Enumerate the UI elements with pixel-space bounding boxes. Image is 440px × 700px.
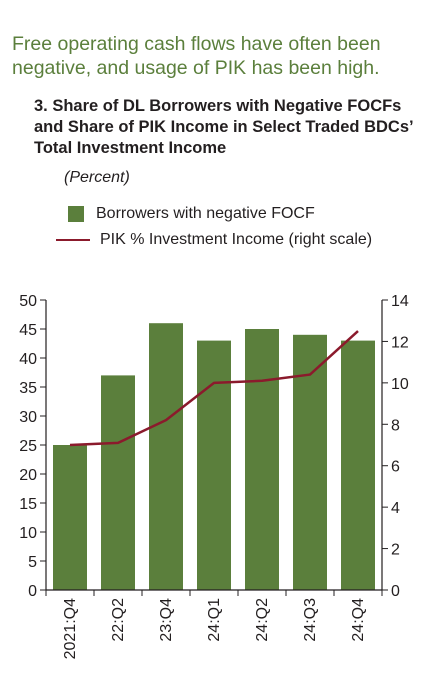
bar-1 — [101, 375, 135, 590]
bar-3 — [197, 340, 231, 590]
line-series — [69, 330, 359, 447]
x-tick-label-1: 22:Q2 — [110, 598, 127, 642]
x-axis-ticks: 2021:Q4 22:Q2 23:Q4 24:Q1 24:Q2 24:Q3 24:Q4 — [45, 590, 383, 659]
chart-title: 3. Share of DL Borrowers with Negative F… — [34, 97, 413, 157]
left-tick-label-0: 0 — [28, 583, 37, 600]
right-tick-label-3: 6 — [391, 459, 400, 476]
bar-5 — [293, 334, 327, 590]
left-axis-ticks: 0 5 10 15 20 25 30 35 40 45 50 — [19, 293, 46, 600]
left-tick-label-6: 30 — [19, 409, 37, 426]
bar-series — [53, 323, 375, 590]
legend-bar-swatch — [68, 206, 84, 222]
left-tick-label-8: 40 — [19, 351, 37, 368]
bar-0 — [53, 445, 87, 590]
x-tick-label-3: 24:Q1 — [206, 598, 223, 642]
legend-bar-label: Borrowers with negative FOCF — [96, 205, 315, 222]
left-tick-label-4: 20 — [19, 467, 37, 484]
headline: Free operating cash flows have often bee… — [12, 33, 381, 79]
right-tick-label-5: 10 — [391, 376, 409, 393]
right-tick-label-7: 14 — [391, 293, 409, 310]
bar-2 — [149, 323, 183, 590]
left-tick-label-10: 50 — [19, 293, 37, 310]
bar-4 — [245, 329, 279, 590]
left-tick-label-1: 5 — [28, 554, 37, 571]
chart-subtitle: (Percent) — [64, 169, 130, 186]
left-tick-label-7: 35 — [19, 380, 37, 397]
right-tick-label-2: 4 — [391, 500, 400, 517]
right-axis-ticks: 0 2 4 6 8 10 12 14 — [382, 293, 409, 600]
left-tick-label-9: 45 — [19, 322, 37, 339]
right-tick-label-6: 12 — [391, 334, 409, 351]
x-tick-label-2: 23:Q4 — [158, 598, 175, 642]
right-tick-label-1: 2 — [391, 542, 400, 559]
left-tick-label-3: 15 — [19, 496, 37, 513]
x-tick-label-0: 2021:Q4 — [62, 598, 79, 659]
x-tick-label-5: 24:Q3 — [302, 598, 319, 642]
legend-item-line: PIK % Investment Income (right scale) — [56, 229, 372, 251]
x-tick-label-6: 24:Q4 — [350, 598, 367, 642]
x-tick-label-4: 24:Q2 — [254, 598, 271, 642]
right-tick-label-0: 0 — [391, 583, 400, 600]
legend-item-bar: Borrowers with negative FOCF — [56, 203, 315, 225]
left-tick-label-5: 25 — [19, 438, 37, 455]
legend-line-swatch — [56, 239, 90, 241]
bar-6 — [341, 340, 375, 590]
legend-line-label: PIK % Investment Income (right scale) — [100, 231, 373, 248]
left-tick-label-2: 10 — [19, 525, 37, 542]
right-tick-label-4: 8 — [391, 417, 400, 434]
